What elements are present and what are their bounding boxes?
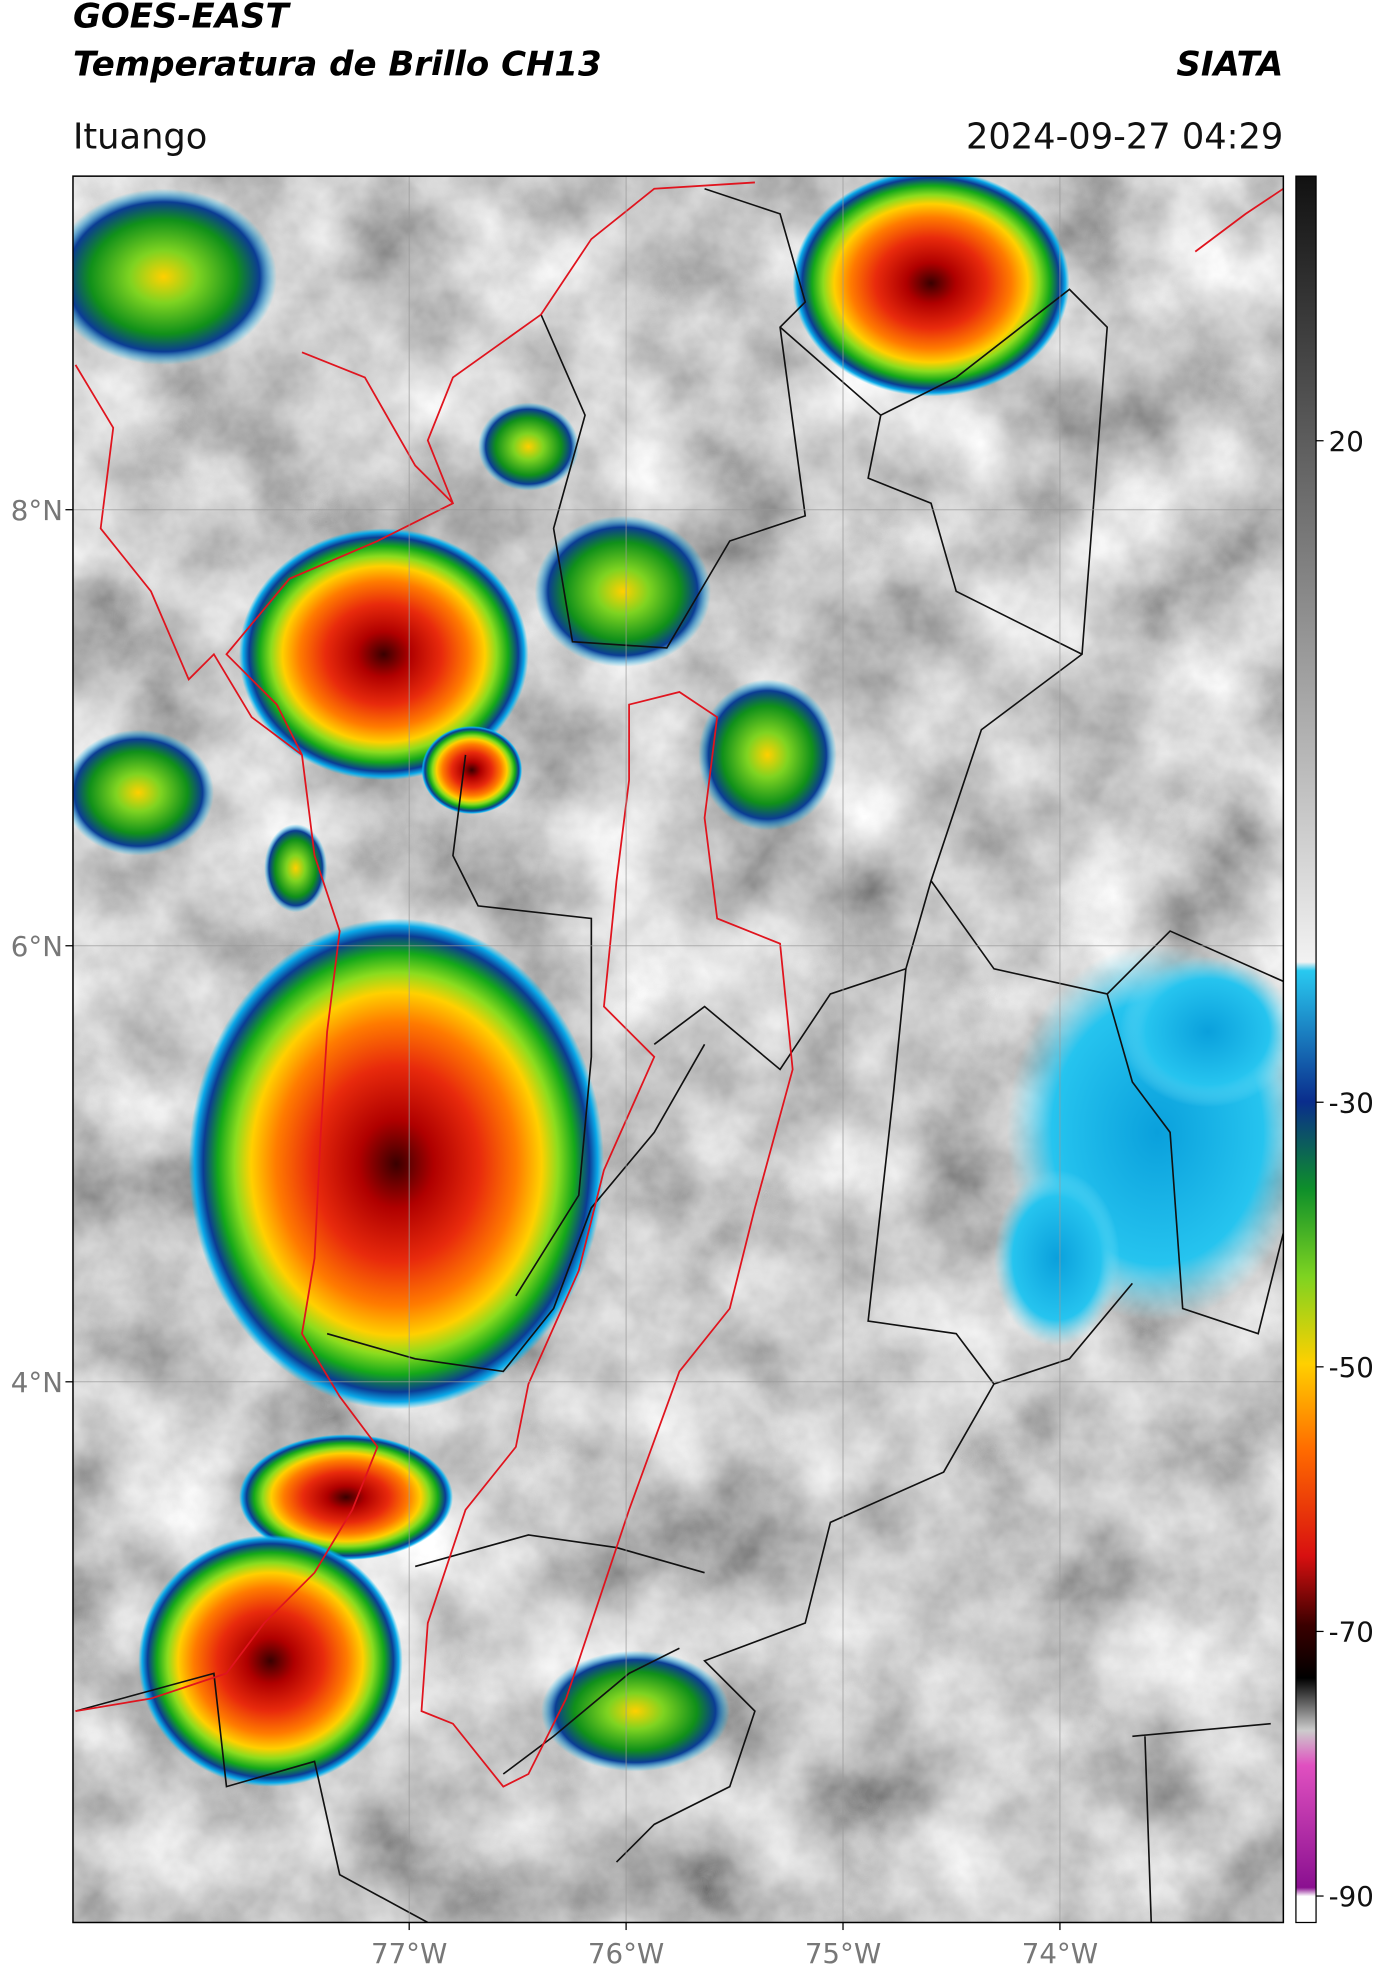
lon-tick-label: 75°W — [805, 1937, 881, 1970]
lat-tick-label: 4°N — [11, 1366, 63, 1399]
colorbar-label: 20 — [1329, 425, 1364, 458]
lat-tick-label: 6°N — [11, 930, 63, 963]
datetime: 2024-09-27 04:29 — [966, 116, 1283, 157]
location: Ituango — [73, 116, 207, 157]
graticule — [72, 176, 1284, 1923]
map-frame — [72, 175, 1285, 1924]
colorbar-label: -70 — [1329, 1616, 1374, 1649]
colorbar — [1295, 175, 1317, 1924]
satellite-image — [72, 176, 1284, 1923]
colorbar-label: -30 — [1329, 1086, 1374, 1119]
subtitle: Temperatura de Brillo CH13 — [73, 44, 602, 84]
colorbar-label: -90 — [1329, 1880, 1374, 1913]
lon-tick-label: 76°W — [588, 1937, 664, 1970]
lon-tick-label: 74°W — [1022, 1937, 1098, 1970]
colorbar-label: -50 — [1329, 1351, 1374, 1384]
title: GOES-EAST — [73, 0, 291, 37]
lon-tick-label: 77°W — [371, 1937, 447, 1970]
source: SIATA — [1176, 44, 1283, 84]
lat-tick-label: 8°N — [11, 494, 63, 527]
